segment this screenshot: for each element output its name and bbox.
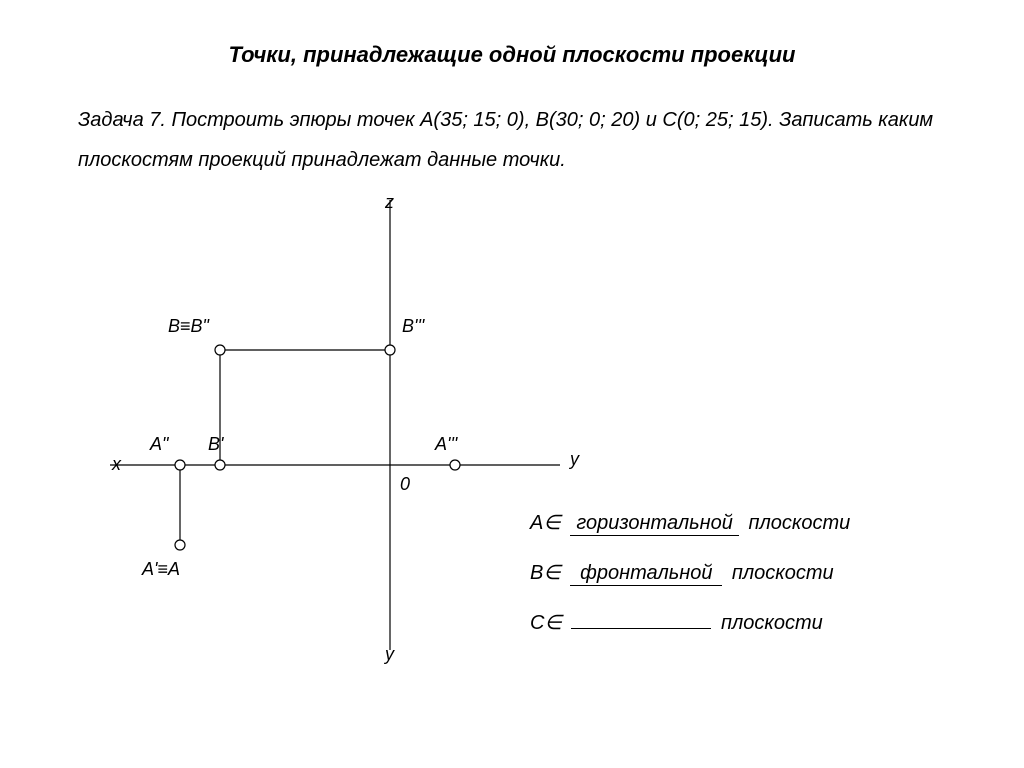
svg-text:y: y [383, 644, 395, 664]
elem-symbol: ∈ [544, 612, 561, 634]
problem-statement: Задача 7. Построить эпюры точек А(35; 15… [78, 100, 948, 180]
answer-suffix: плоскости [748, 512, 850, 534]
answer-suffix: плоскости [721, 612, 823, 634]
svg-text:x: x [111, 454, 122, 474]
svg-text:A'≡A: A'≡A [141, 559, 180, 579]
svg-text:B≡B": B≡B" [168, 316, 211, 336]
svg-text:A''': A''' [434, 434, 458, 454]
answer-blank-b: фронтальной [570, 562, 722, 586]
answer-blank-a: горизонтальной [570, 512, 739, 536]
page-title: Точки, принадлежащие одной плоскости про… [0, 42, 1024, 68]
answer-suffix: плоскости [732, 562, 834, 584]
answer-blank-c [571, 628, 711, 629]
answers-block: A∈ горизонтальной плоскости B∈ фронтальн… [530, 510, 850, 659]
svg-text:A": A" [149, 434, 170, 454]
answer-row-c: C∈ плоскости [530, 610, 850, 635]
answer-var: A [530, 512, 543, 534]
elem-symbol: ∈ [543, 562, 560, 584]
answer-row-b: B∈ фронтальной плоскости [530, 560, 850, 586]
svg-text:B': B' [208, 434, 224, 454]
answer-row-a: A∈ горизонтальной плоскости [530, 510, 850, 536]
svg-text:B''': B''' [402, 316, 425, 336]
answer-var: C [530, 612, 544, 634]
svg-text:z: z [384, 192, 394, 212]
svg-text:y: y [568, 449, 580, 469]
svg-text:0: 0 [400, 474, 410, 494]
elem-symbol: ∈ [543, 512, 560, 534]
answer-var: B [530, 562, 543, 584]
